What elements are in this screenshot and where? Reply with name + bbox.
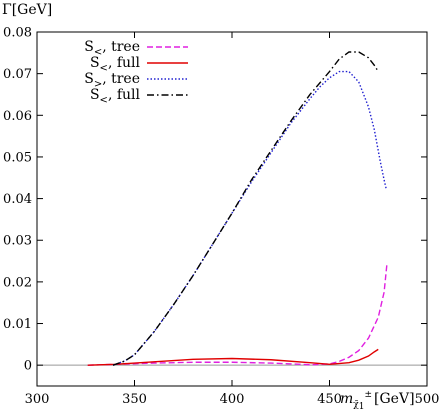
legend-label-2: S>, tree xyxy=(84,71,140,90)
y-axis-title: Γ[GeV] xyxy=(2,2,52,18)
y-tick-label: 0.06 xyxy=(3,109,32,124)
series-layer xyxy=(87,51,388,366)
series-line-1 xyxy=(87,348,379,366)
y-tick-label: 0.08 xyxy=(3,26,32,41)
legend-label-0: S<, tree xyxy=(84,39,140,58)
legend-label-1: S<, full xyxy=(90,55,141,74)
x-axis-title-superscript: ± xyxy=(364,390,372,400)
x-tick-label: 350 xyxy=(122,392,147,407)
x-tick-label: 300 xyxy=(25,392,50,407)
x-tick-label: 450 xyxy=(317,392,342,407)
series-line-0 xyxy=(87,263,388,366)
y-tick-label: 0.04 xyxy=(3,192,32,207)
legend-label-3: S<, full xyxy=(90,87,141,106)
y-tick-label: 0.02 xyxy=(3,275,32,290)
tick-label-layer: 300 350 400 450 500 0 0.01 0.02 0.03 0.04 0.05 0.06… xyxy=(3,26,439,408)
y-tick-label: 0.03 xyxy=(3,234,32,249)
y-tick-label: 0.05 xyxy=(3,150,32,165)
tick-layer xyxy=(36,31,428,386)
y-tick-label: 0.07 xyxy=(3,67,32,82)
x-axis-title-subsub: 1 xyxy=(359,402,365,409)
x-axis-title: mχ̃1 ± [GeV] xyxy=(340,390,415,409)
x-axis-title-symbol: m xyxy=(340,391,353,407)
series-line-3 xyxy=(112,51,379,366)
y-tick-label: 0.01 xyxy=(3,317,32,332)
x-axis-title-subscript: χ̃ xyxy=(353,399,359,409)
series-line-2 xyxy=(112,70,387,366)
x-tick-label: 500 xyxy=(415,392,440,407)
x-tick-label: 400 xyxy=(220,392,245,407)
x-axis-title-unit: [GeV] xyxy=(374,391,415,407)
y-tick-label: 0 xyxy=(24,359,32,374)
